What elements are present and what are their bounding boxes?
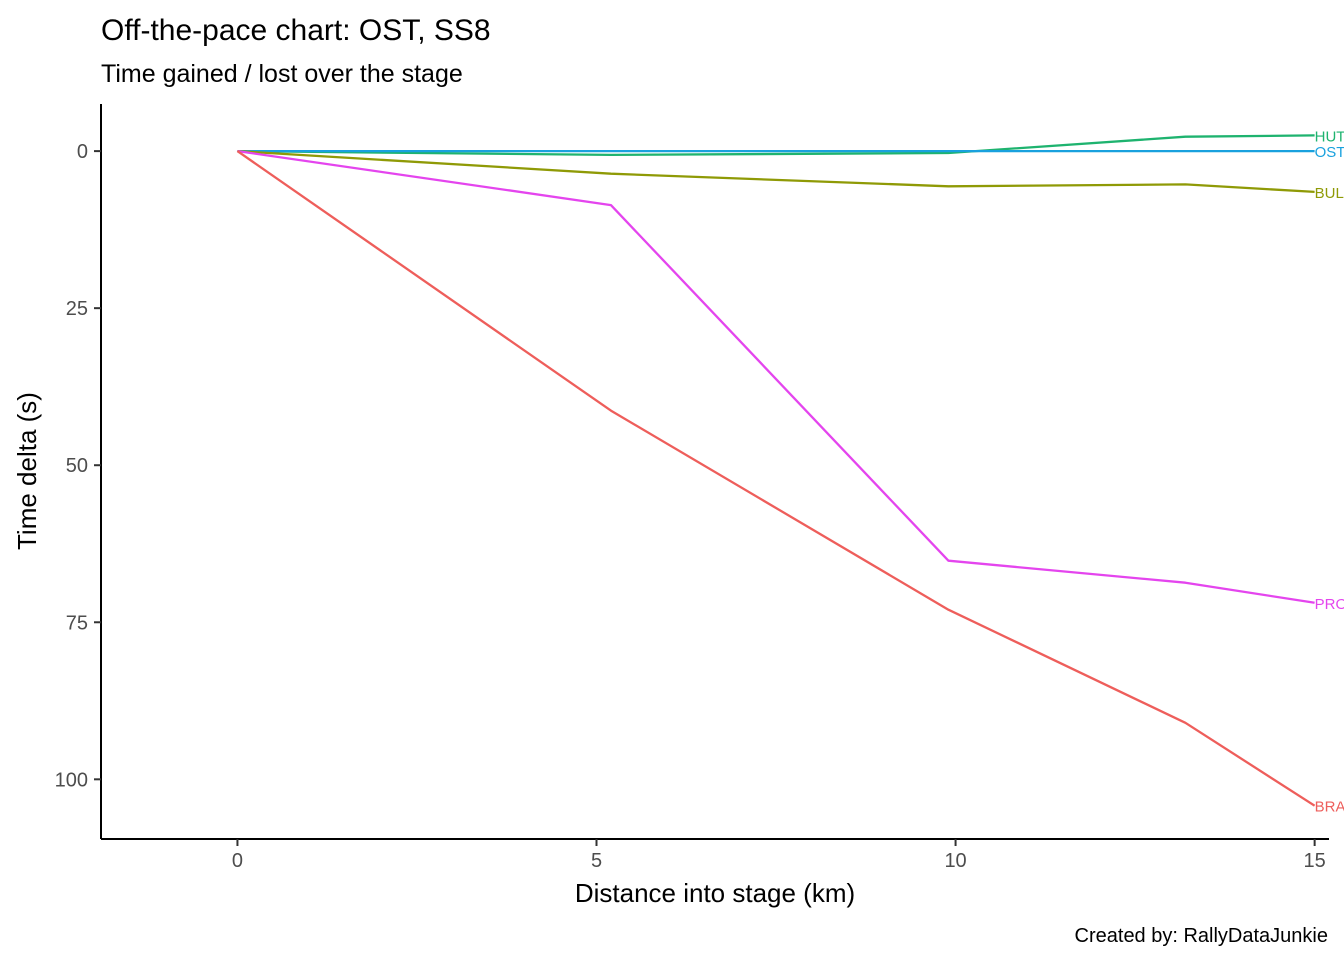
y-tick-label: 50 — [66, 455, 88, 477]
x-tick-label: 10 — [944, 850, 966, 872]
series-line-hut — [237, 134, 1315, 157]
y-axis-ticks: 0 25 50 75 100 — [55, 141, 101, 791]
series-label-hut: HUT — [1315, 128, 1344, 145]
x-axis-ticks: 0 5 10 15 — [232, 839, 1326, 872]
series-label-bul: BUL — [1315, 185, 1344, 202]
series-line-bul — [237, 149, 1315, 194]
chart-caption: Created by: RallyDataJunkie — [1075, 925, 1328, 947]
series-label-bra: BRA — [1315, 799, 1344, 816]
series-label-pro: PRO — [1315, 596, 1344, 613]
y-tick-label: 0 — [77, 141, 88, 163]
x-tick-label: 0 — [232, 850, 243, 872]
plot-lines — [236, 134, 1316, 807]
y-tick-label: 100 — [55, 769, 88, 791]
y-axis-label: Time delta (s) — [12, 392, 42, 550]
series-line-bra — [236, 150, 1316, 807]
x-tick-label: 15 — [1304, 850, 1326, 872]
chart-subtitle: Time gained / lost over the stage — [101, 60, 463, 88]
y-tick-label: 25 — [66, 298, 88, 320]
x-tick-label: 5 — [591, 850, 602, 872]
series-label-ost: OST — [1315, 144, 1344, 161]
y-tick-label: 75 — [66, 612, 88, 634]
series-line-pro — [237, 149, 1315, 604]
x-axis-label: Distance into stage (km) — [575, 878, 855, 908]
chart-title: Off-the-pace chart: OST, SS8 — [101, 14, 491, 47]
